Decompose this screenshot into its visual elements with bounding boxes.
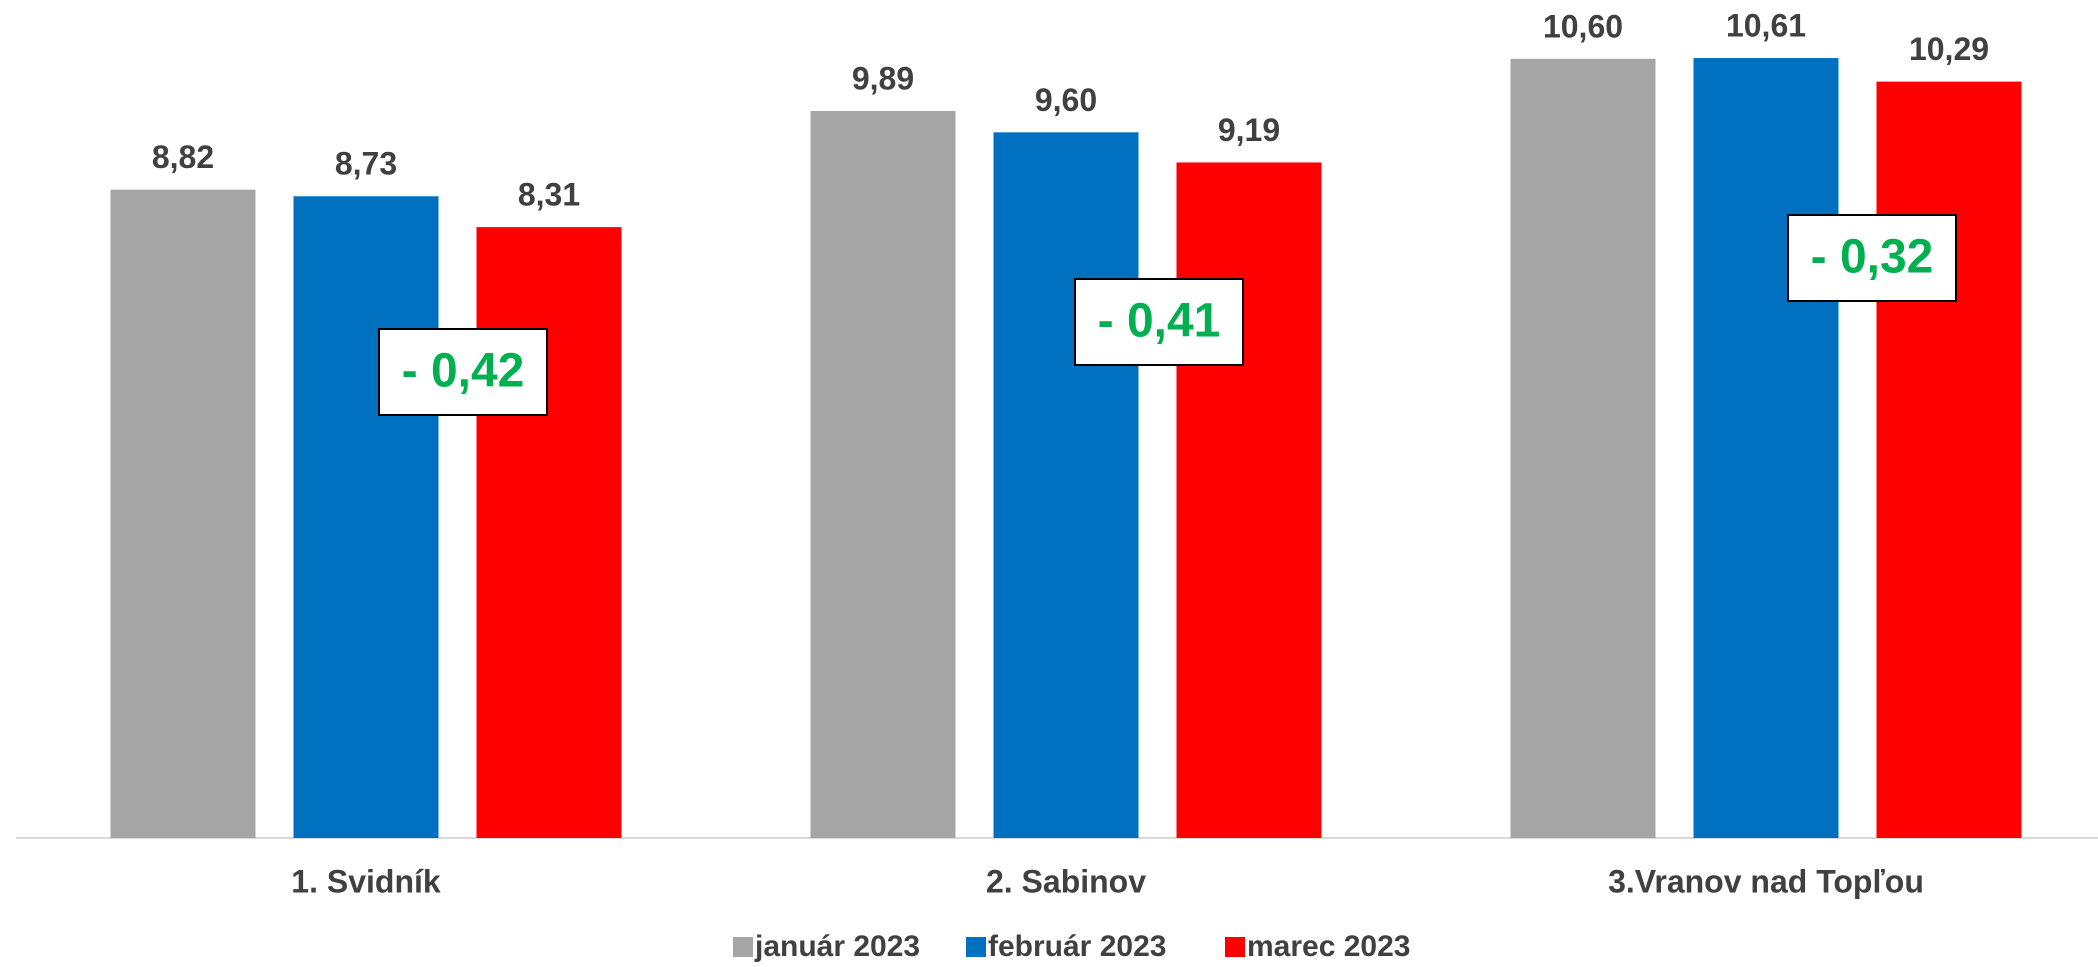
- data-label: 9,89: [852, 60, 914, 96]
- x-tick-label: 2. Sabinov: [986, 863, 1146, 899]
- bar: [1876, 81, 2022, 839]
- bar: [1176, 162, 1322, 838]
- data-label: 9,60: [1035, 82, 1097, 118]
- bar: [110, 189, 256, 838]
- annotation-box: [378, 328, 548, 416]
- data-label: 10,29: [1909, 31, 1989, 67]
- bar: [810, 110, 956, 839]
- data-label: 10,60: [1543, 8, 1623, 44]
- data-label: 8,82: [152, 139, 214, 175]
- bar: [1693, 58, 1839, 839]
- data-label: 8,73: [335, 146, 397, 182]
- legend-swatch: [966, 937, 986, 957]
- annotation-box: [1074, 278, 1244, 366]
- legend-swatch: [733, 937, 753, 957]
- bar: [476, 227, 622, 839]
- annotation-box: [1787, 214, 1957, 302]
- annotation: - 0,42: [402, 345, 525, 398]
- annotation: - 0,32: [1811, 231, 1934, 284]
- bar: [993, 132, 1139, 838]
- legend-swatch: [1225, 937, 1245, 957]
- data-label: 9,19: [1218, 112, 1280, 148]
- annotation: - 0,41: [1098, 295, 1221, 348]
- data-label: 10,61: [1726, 8, 1806, 44]
- legend-label: január 2023: [754, 930, 920, 963]
- legend-label: marec 2023: [1247, 930, 1410, 963]
- x-tick-label: 3.Vranov nad Topľou: [1608, 863, 1924, 899]
- bar: [1510, 58, 1656, 839]
- x-tick-label: 1. Svidník: [291, 863, 441, 899]
- bar: [293, 196, 439, 838]
- data-label: 8,31: [518, 177, 580, 213]
- legend-label: február 2023: [988, 930, 1166, 963]
